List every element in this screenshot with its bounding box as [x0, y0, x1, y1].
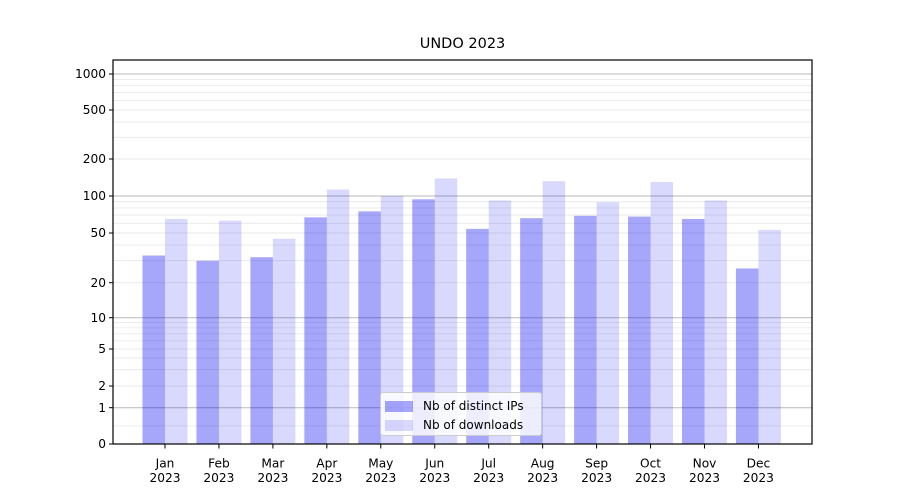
legend-label-downloads: Nb of downloads	[423, 418, 524, 432]
y-tick-label: 1000	[75, 67, 106, 81]
bar-downloads-jan	[165, 218, 188, 444]
bar-downloads-may	[380, 196, 404, 444]
y-tick-label: 200	[83, 152, 106, 166]
x-tick-label: Apr 2023	[311, 457, 342, 486]
bar-downloads-jul	[488, 200, 512, 444]
bar-downloads-nov	[704, 200, 727, 444]
legend-item-downloads: Nb of downloads	[385, 416, 541, 434]
chart-title: UNDO 2023	[419, 36, 506, 52]
y-tick-label: 50	[90, 226, 106, 240]
bar-distinct-ips-jun	[412, 199, 435, 444]
legend-swatch-distinct-ips-icon	[385, 400, 413, 412]
y-tick-label: 5	[98, 342, 106, 356]
bar-distinct-ips-apr	[304, 217, 327, 444]
bar-downloads-apr	[326, 189, 350, 444]
x-tick-label: Jan 2023	[149, 457, 180, 486]
bar-distinct-ips-oct	[628, 216, 651, 444]
y-tick-label: 500	[83, 103, 106, 117]
x-tick-label: Sep 2023	[581, 457, 612, 486]
y-tick-label: 100	[83, 189, 106, 203]
x-tick-label: Jul 2023	[473, 457, 504, 486]
x-tick-label: May 2023	[365, 457, 396, 486]
bar-downloads-feb	[218, 220, 242, 444]
y-tick-label: 10	[90, 311, 106, 325]
x-tick-label: Oct 2023	[635, 457, 666, 486]
y-tick-label: 2	[98, 379, 106, 393]
bar-downloads-jun	[434, 178, 458, 444]
legend-item-distinct-ips: Nb of distinct IPs	[385, 397, 541, 415]
bar-distinct-ips-aug	[520, 218, 543, 444]
bar-downloads-oct	[650, 181, 674, 445]
bar-distinct-ips-jul	[466, 228, 489, 444]
y-tick-label: 1	[98, 401, 106, 415]
x-tick-label: Feb 2023	[203, 457, 234, 486]
legend-swatch-downloads-icon	[385, 419, 413, 431]
bar-distinct-ips-mar	[250, 257, 273, 444]
x-tick-label: Mar 2023	[257, 457, 288, 486]
bar-distinct-ips-nov	[682, 218, 705, 444]
bar-distinct-ips-sep	[574, 215, 597, 444]
plot-spines	[112, 59, 813, 445]
x-tick-label: Jun 2023	[419, 457, 450, 486]
x-tick-label: Aug 2023	[527, 457, 558, 486]
bar-downloads-aug	[542, 181, 566, 444]
bar-distinct-ips-feb	[196, 260, 219, 444]
y-tick-label: 20	[90, 276, 106, 290]
bar-downloads-dec	[758, 229, 781, 444]
x-tick-label: Dec 2023	[743, 457, 774, 486]
x-tick-label: Nov 2023	[689, 457, 720, 486]
y-tick-label: 0	[98, 437, 106, 451]
bar-distinct-ips-dec	[735, 268, 759, 444]
legend: Nb of distinct IPs Nb of downloads	[380, 392, 542, 436]
bar-downloads-mar	[272, 238, 296, 444]
bar-downloads-sep	[596, 202, 620, 444]
bar-distinct-ips-jan	[142, 255, 165, 444]
bar-distinct-ips-may	[358, 211, 381, 444]
legend-label-distinct-ips: Nb of distinct IPs	[423, 399, 524, 413]
